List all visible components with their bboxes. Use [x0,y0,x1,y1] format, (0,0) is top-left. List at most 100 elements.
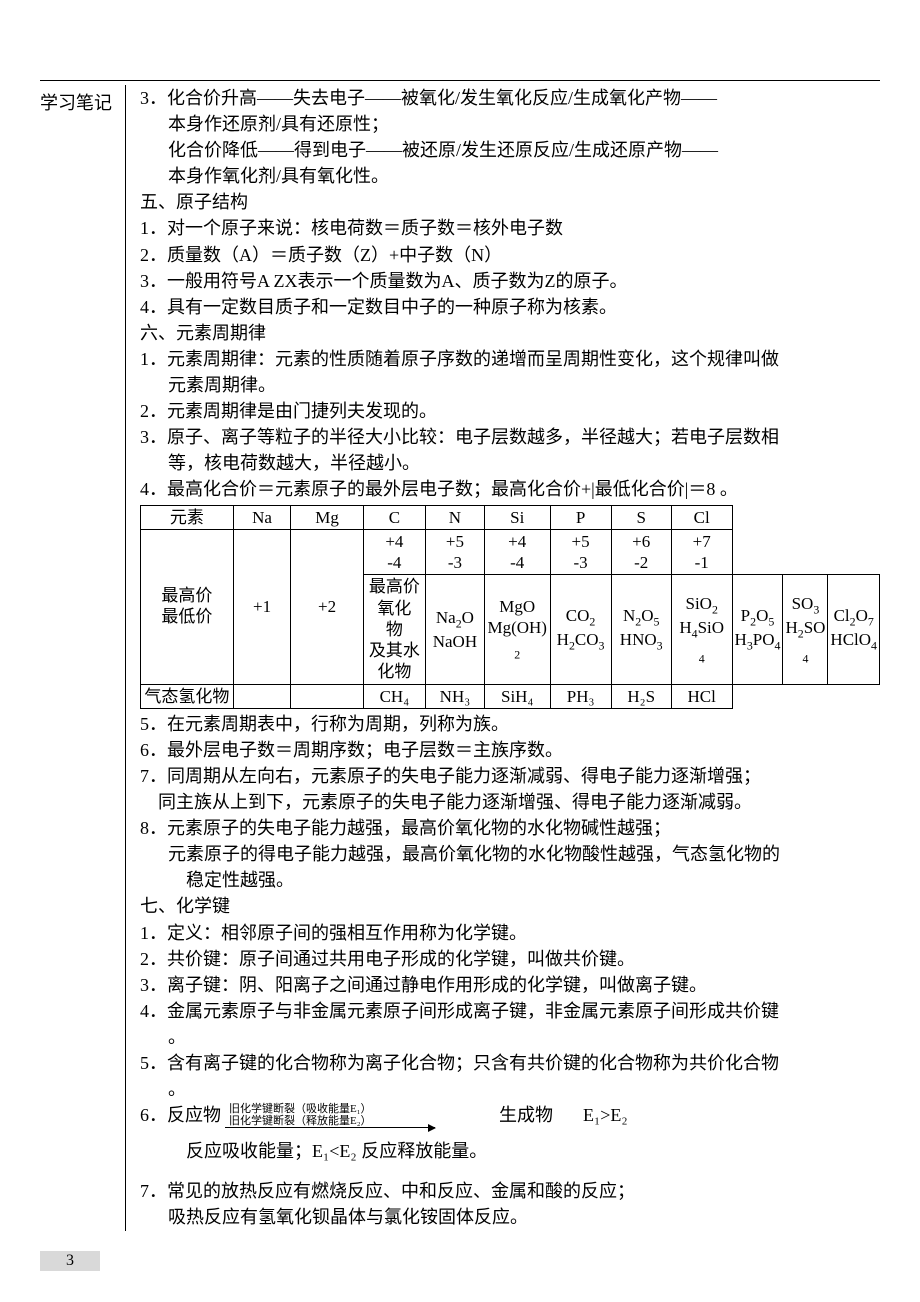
s-high: +6 [632,532,650,551]
item-6-2: 2．元素周期律是由门捷列夫发现的。 [140,398,880,424]
item-6-3b: 等，核电荷数越大，半径越小。 [140,450,880,476]
cell-mg-hydride [291,684,363,708]
cell-si-high: +4 -4 [484,529,550,575]
high-valence-label: 最高价 [161,586,212,605]
item-6-8b: 元素原子的得电子能力越强，最高价氧化物的水化物酸性越强，气态氢化物的 [140,841,880,867]
item-6-8a: 8．元素原子的失电子能力越强，最高价氧化物的水化物碱性越强； [140,815,880,841]
item-7-5a: 5．含有离子键的化合物称为离子化合物；只含有共价键的化合物称为共价化合物 [140,1050,880,1076]
element-table: 元素 Na Mg C N Si P S Cl 最高价 最低价 +1 +2 [140,505,880,709]
vertical-divider [125,85,126,1231]
si-low: -4 [510,553,524,572]
cell-c-hydride: CH₄ [363,684,425,708]
item-6-1b: 元素周期律。 [140,372,880,398]
item-5-4: 4．具有一定数目质子和一定数目中子的一种原子称为核素。 [140,294,880,320]
cell-mg-valence: +2 [291,529,363,684]
cell-p-hydride: PH₃ [550,684,611,708]
section-6-heading: 六、元素周期律 [140,320,880,346]
item-7-6b: 反应吸收能量；E₁<E₂ 反应释放能量。 [140,1138,880,1164]
item-3-line-a: 3．化合价升高——失去电子——被氧化/发生氧化反应/生成氧化产物—— [140,85,880,111]
oxide-label-b: 物 [386,620,403,639]
cell-si-oxide: SiO2H4SiO4 [671,575,732,684]
item-5-2: 2．质量数（A）＝质子数（Z）+中子数（N） [140,242,880,268]
sidebar: 学习笔记 [40,85,125,115]
cell-s-high: +6 -2 [611,529,671,575]
item-6-1a: 1．元素周期律：元素的性质随着原子序数的递增而呈周期性变化，这个规律叫做 [140,346,880,372]
th-p: P [550,505,611,529]
item-6-8c: 稳定性越强。 [140,867,880,893]
arrow-line [225,1127,435,1128]
p-low: -3 [573,553,587,572]
c-high: +4 [385,532,403,551]
th-n: N [426,505,485,529]
si-high: +4 [508,532,526,551]
arrow-label-bot: 旧化学键断裂（释放能量E₂） [225,1115,435,1127]
n-high: +5 [446,532,464,551]
table-row-high: 最高价 最低价 +1 +2 +4 -4 +5 -3 +4 - [141,529,880,575]
item-3-line-c: 化合价降低——得到电子——被还原/发生还原反应/生成还原产物—— [140,137,880,163]
sidebar-title: 学习笔记 [40,93,112,113]
item-7-6-lead: 6．反应物 [140,1102,221,1128]
s-low: -2 [634,553,648,572]
page-number: 3 [40,1251,100,1271]
cell-na-hydride [233,684,291,708]
cell-na-oxide: Na2ONaOH [426,575,485,684]
oxide-label-c: 及其水化物 [369,641,420,681]
reaction-arrow: 旧化学键断裂（吸收能量E₁） 旧化学键断裂（释放能量E₂） [225,1103,435,1128]
cell-s-hydride: H₂S [611,684,671,708]
p-high: +5 [572,532,590,551]
cell-valence-label: 最高价 最低价 [141,529,234,684]
item-7-3: 3．离子键：阴、阳离子之间通过静电作用形成的化学键，叫做离子键。 [140,972,880,998]
item-5-1: 1．对一个原子来说：核电荷数＝质子数＝核外电子数 [140,215,880,241]
table-row-hydride: 气态氢化物 CH₄ NH₃ SiH₄ PH₃ H₂S HCl [141,684,880,708]
cl-high: +7 [693,532,711,551]
section-5-heading: 五、原子结构 [140,189,880,215]
cell-si-hydride: SiH₄ [484,684,550,708]
cell-c-high: +4 -4 [363,529,425,575]
item-7-6-product: 生成物 [499,1102,553,1128]
n-low: -3 [448,553,462,572]
page-number-wrap: 3 [40,1249,880,1271]
item-7-7a: 7．常见的放热反应有燃烧反应、中和反应、金属和酸的反应； [140,1178,880,1204]
item-6-3a: 3．原子、离子等粒子的半径大小比较：电子层数越多，半径越大；若电子层数相 [140,424,880,450]
cell-n-high: +5 -3 [426,529,485,575]
item-6-4: 4．最高化合价＝元素原子的最外层电子数；最高化合价+|最低化合价|＝8 。 [140,476,880,502]
section-7-heading: 七、化学键 [140,893,880,919]
low-valence-label: 最低价 [161,607,212,626]
item-7-7b: 吸热反应有氢氧化钡晶体与氯化铵固体反应。 [140,1204,880,1230]
cell-cl-hydride: HCl [671,684,732,708]
top-rule [40,80,880,81]
item-6-7a: 7．同周期从左向右，元素原子的失电子能力逐渐减弱、得电子能力逐渐增强； [140,763,880,789]
item-7-1: 1．定义：相邻原子间的强相互作用称为化学键。 [140,920,880,946]
item-6-6: 6．最外层电子数＝周期序数；电子层数＝主族序数。 [140,737,880,763]
item-3-line-b: 本身作还原剂/具有还原性； [140,111,880,137]
item-6-7b: 同主族从上到下，元素原子的失电子能力逐渐增强、得电子能力逐渐减弱。 [140,789,880,815]
cell-na-valence: +1 [233,529,291,684]
cell-p-high: +5 -3 [550,529,611,575]
main-content: 3．化合价升高——失去电子——被氧化/发生氧化反应/生成氧化产物—— 本身作还原… [134,85,880,1231]
item-5-3: 3．一般用符号A ZX表示一个质量数为A、质子数为Z的原子。 [140,268,880,294]
item-7-4b: 。 [140,1024,880,1050]
cell-hydride-label: 气态氢化物 [141,684,234,708]
th-cl: Cl [671,505,732,529]
item-6-5: 5．在元素周期表中，行称为周期，列称为族。 [140,711,880,737]
c-low: -4 [387,553,401,572]
cell-cl-oxide: Cl2O7HClO4 [828,575,880,684]
item-7-5b: 。 [140,1076,186,1102]
item-7-6-row: 。 [140,1076,880,1102]
item-7-6-rel: E₁>E₂ [583,1102,628,1128]
cell-n-hydride: NH₃ [426,684,485,708]
cell-s-oxide: SO3H2SO4 [783,575,828,684]
th-mg: Mg [291,505,363,529]
table-header-row: 元素 Na Mg C N Si P S Cl [141,505,880,529]
item-7-4a: 4．金属元素原子与非金属元素原子间形成离子键，非金属元素原子间形成共价键 [140,998,880,1024]
cell-c-oxide: CO2H2CO3 [550,575,611,684]
th-c: C [363,505,425,529]
th-s: S [611,505,671,529]
cell-mg-oxide: MgOMg(OH)2 [484,575,550,684]
cl-low: -1 [695,553,709,572]
reaction-row: 6．反应物 旧化学键断裂（吸收能量E₁） 旧化学键断裂（释放能量E₂） 生成物 … [140,1102,880,1128]
cell-cl-high: +7 -1 [671,529,732,575]
oxide-label-a: 最高价氧化 [369,577,420,617]
th-na: Na [233,505,291,529]
th-si: Si [484,505,550,529]
